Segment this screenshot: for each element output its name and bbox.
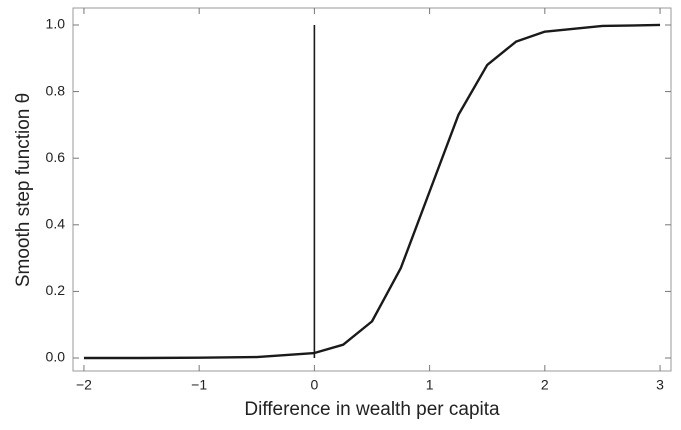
y-tick-label: 0.4 [46,216,66,232]
y-tick-label: 0.8 [46,82,66,98]
x-tick-label: 0 [310,377,318,393]
x-tick-label: 3 [656,377,664,393]
y-tick-label: 0.6 [46,149,66,165]
y-axis-label: Smooth step function θ [13,93,34,287]
x-tick-label: 1 [426,377,434,393]
y-tick-label: 1.0 [46,16,66,32]
x-axis-label: Difference in wealth per capita [244,399,500,420]
y-tick-label: 0.0 [46,349,66,365]
x-tick-label: −2 [76,377,92,393]
line [83,23,661,360]
y-tick-label: 0.2 [46,282,66,298]
plot-frame [72,7,672,372]
x-tick-label: 2 [541,377,549,393]
x-tick-label: −1 [191,377,207,393]
